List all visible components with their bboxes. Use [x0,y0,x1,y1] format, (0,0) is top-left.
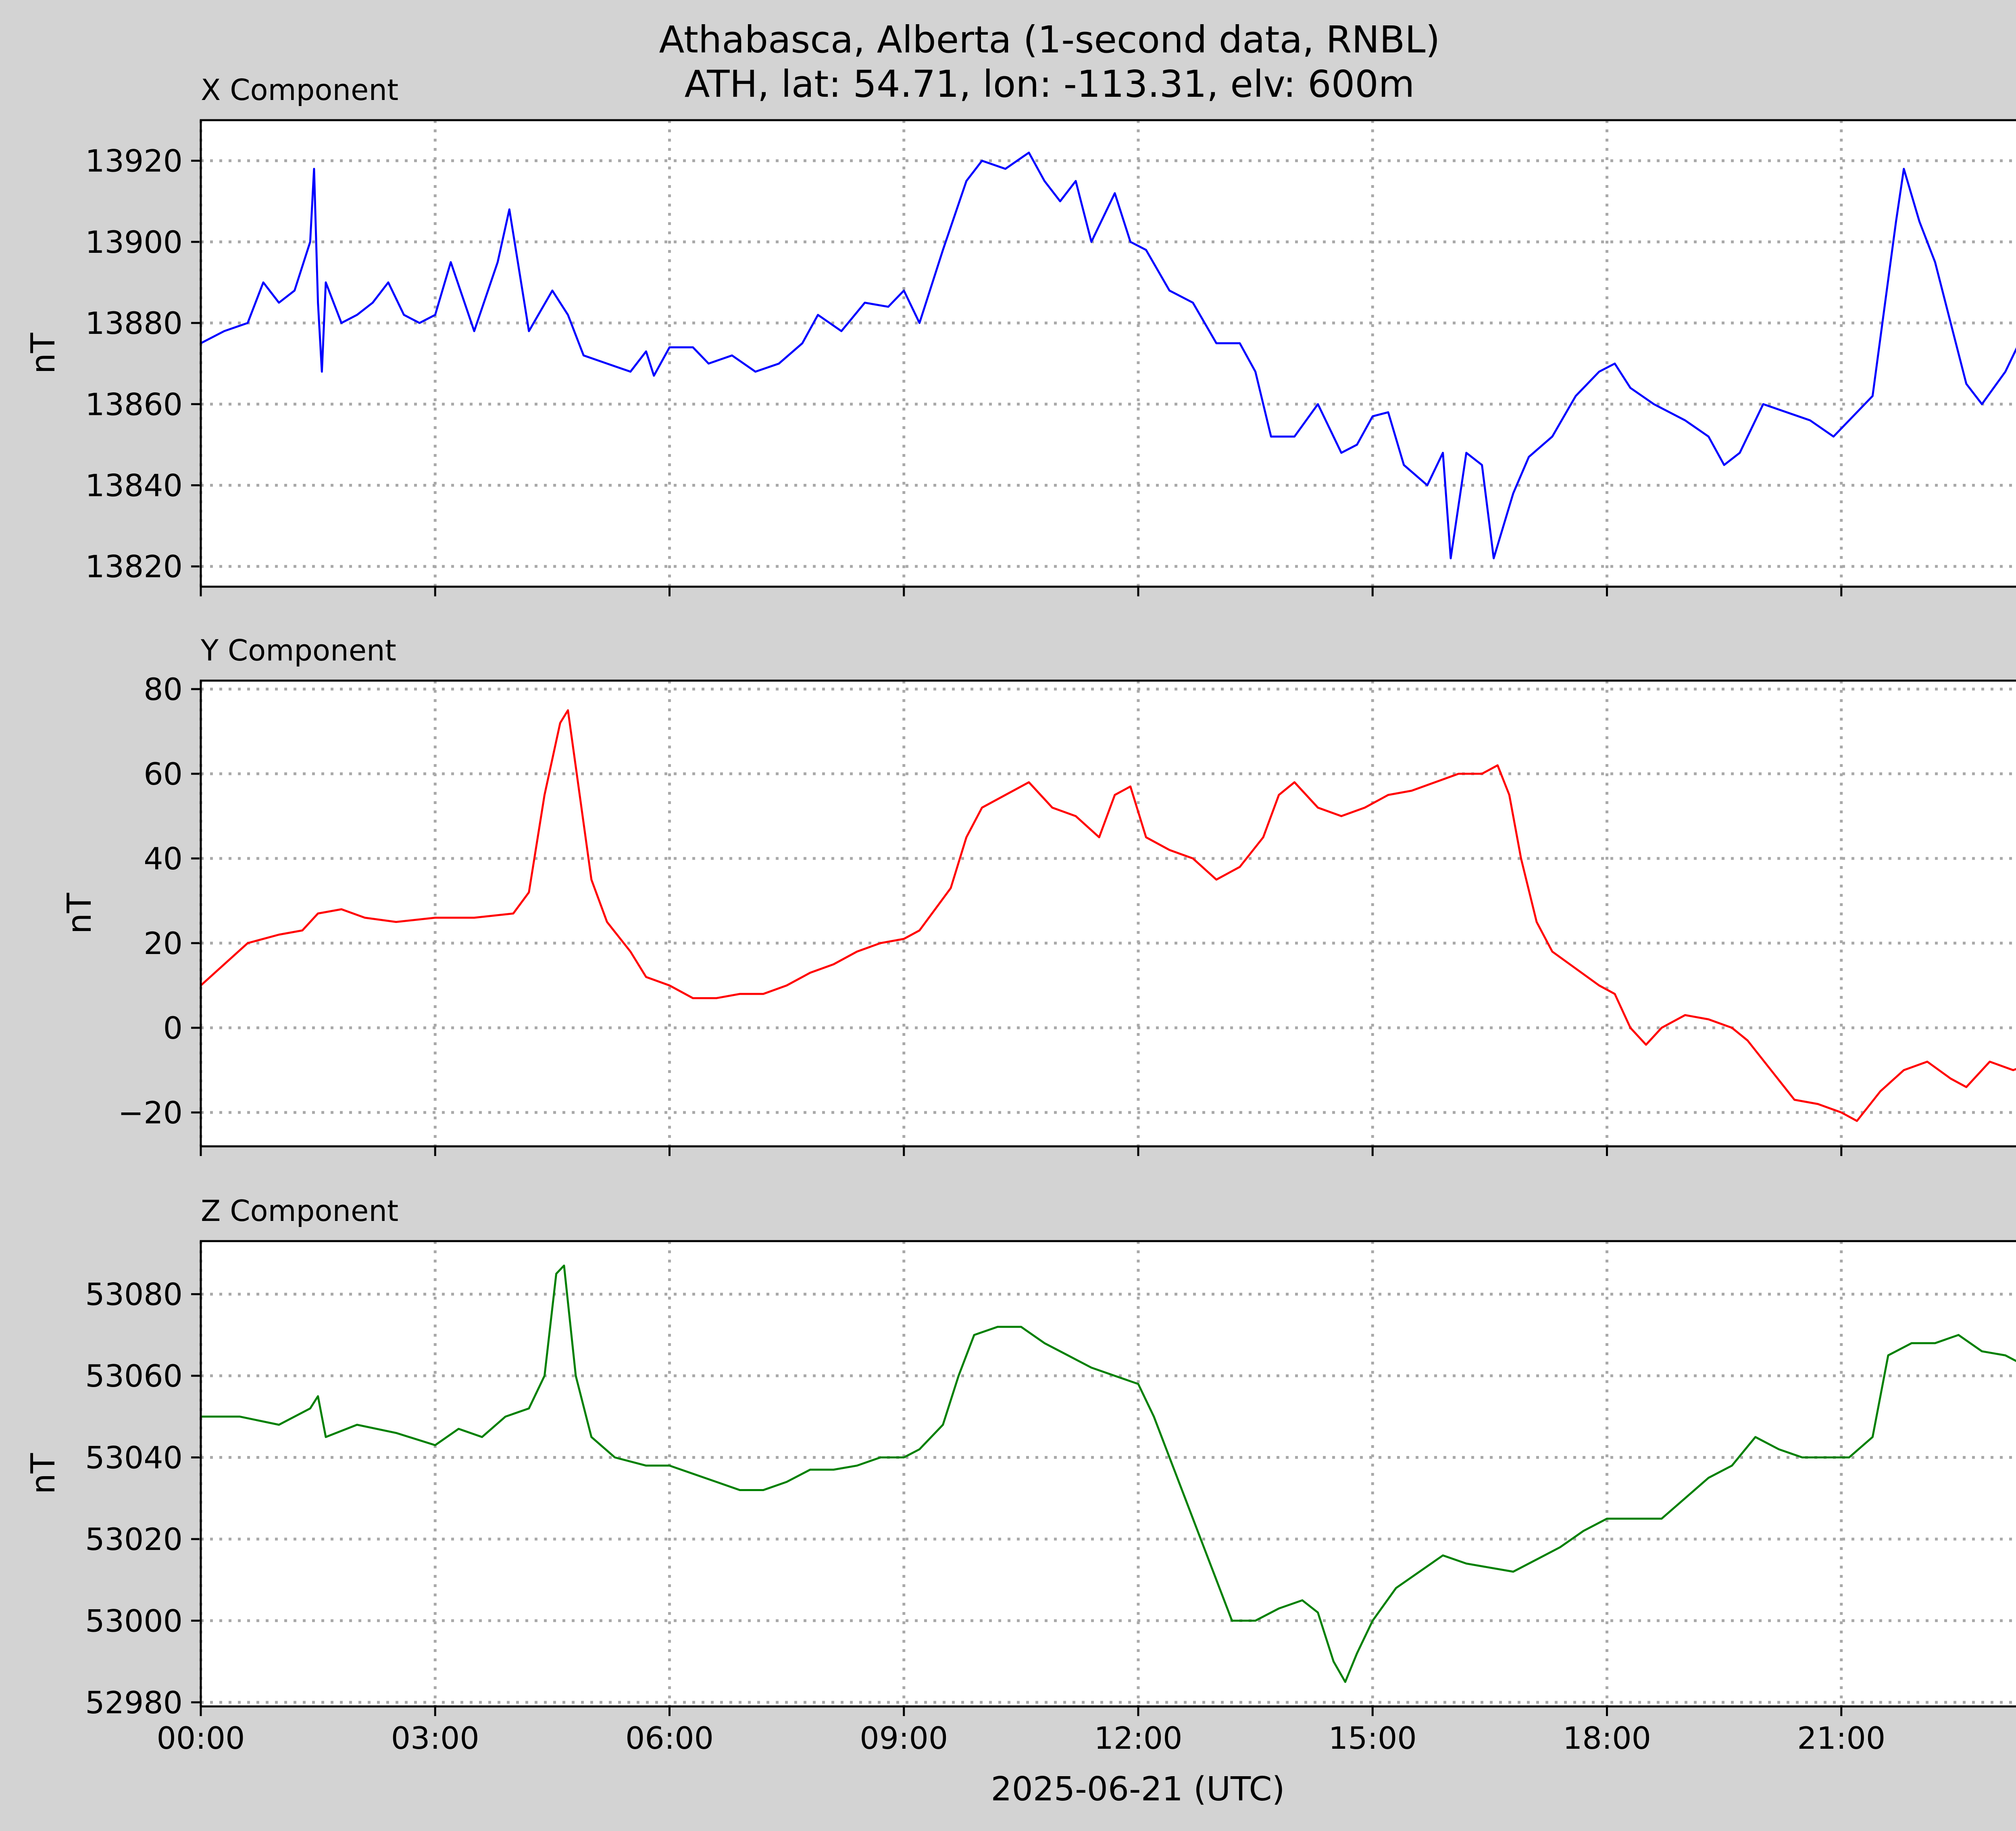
panels-group: 13820 13840 13860 13880 13900 13920 X Componen… [24,73,2016,1756]
y-tick-label: −20 [118,1095,183,1131]
axes-frame-z [200,1240,2016,1708]
panel-title-z: Z Component [201,1194,398,1228]
y-tick-label: 13900 [85,224,183,260]
y-tick-label: 80 [144,671,183,707]
plot-area-y [201,681,2016,1146]
x-tick-label: 09:00 [860,1720,948,1756]
y-tick-label: 60 [144,756,183,792]
x-tick-label: 15:00 [1329,1720,1417,1756]
y-tick-label: 13820 [85,549,183,585]
series-line-x [201,152,2016,560]
panel-y: −20 0 20 40 60 80 Y Component nT [60,633,2016,1156]
x-axis-label: 2025-06-21 (UTC) [991,1770,1285,1808]
panel-title-y: Y Component [200,633,396,667]
y-tick-label: 13920 [85,143,183,179]
y-tick-label: 40 [144,841,183,877]
x-tick-label: 03:00 [391,1720,479,1756]
axes-frame-y [200,679,2016,1148]
chart-title: Athabasca, Alberta (1-second data, RNBL) [659,18,1440,61]
x-tick-label: 06:00 [625,1720,714,1756]
plot-area-z [201,1241,2016,1706]
x-tick-label: 12:00 [1094,1720,1182,1756]
plot-area-x [201,120,2016,587]
panel-x: 13820 13840 13860 13880 13900 13920 X Componen… [24,73,2016,596]
series-line-z [201,1264,2016,1683]
axes-frame-x [200,119,2016,588]
x-tick-label: 00:00 [156,1720,245,1756]
y-tick-label: 52980 [85,1685,183,1721]
y-tick-label: 53060 [85,1358,183,1394]
y-tick-label: 13840 [85,467,183,503]
chart-subtitle: ATH, lat: 54.71, lon: -113.31, elv: 600m [685,62,1415,106]
y-axis-label-x: nT [24,333,62,374]
y-tick-label: 20 [144,925,183,961]
series-line-y [201,709,2016,1122]
panel-z: 52980 53000 53020 53040 53060 53080 00:00 03:00… [24,1194,2016,1756]
y-tick-label: 0 [163,1010,183,1046]
y-axis-label-y: nT [60,893,99,934]
y-axis-label-z: nT [24,1453,62,1494]
y-tick-label: 13880 [85,305,183,341]
y-tick-label: 53080 [85,1277,183,1312]
x-tick-label: 21:00 [1797,1720,1885,1756]
y-tick-label: 53040 [85,1440,183,1476]
panel-title-x: X Component [201,73,398,107]
y-tick-label: 53000 [85,1603,183,1639]
y-tick-label: 53020 [85,1521,183,1557]
x-tick-label: 18:00 [1563,1720,1651,1756]
y-tick-label: 13860 [85,386,183,422]
